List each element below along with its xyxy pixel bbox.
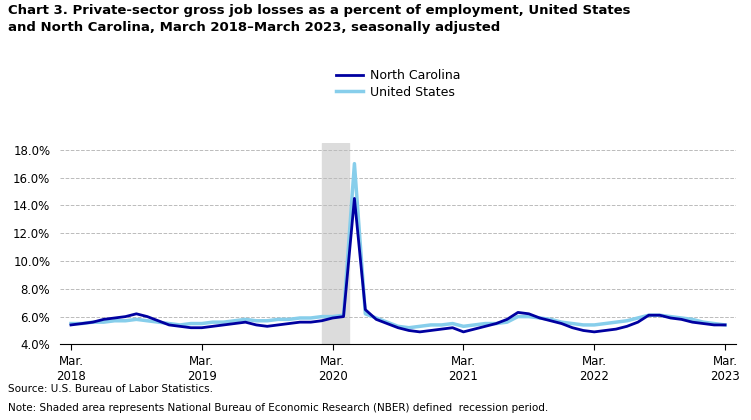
Legend: North Carolina, United States: North Carolina, United States xyxy=(331,64,465,103)
Text: Chart 3. Private-sector gross job losses as a percent of employment, United Stat: Chart 3. Private-sector gross job losses… xyxy=(8,4,630,34)
Bar xyxy=(321,143,349,344)
Text: Note: Shaded area represents National Bureau of Economic Research (NBER) defined: Note: Shaded area represents National Bu… xyxy=(8,403,547,413)
Text: Source: U.S. Bureau of Labor Statistics.: Source: U.S. Bureau of Labor Statistics. xyxy=(8,384,213,394)
